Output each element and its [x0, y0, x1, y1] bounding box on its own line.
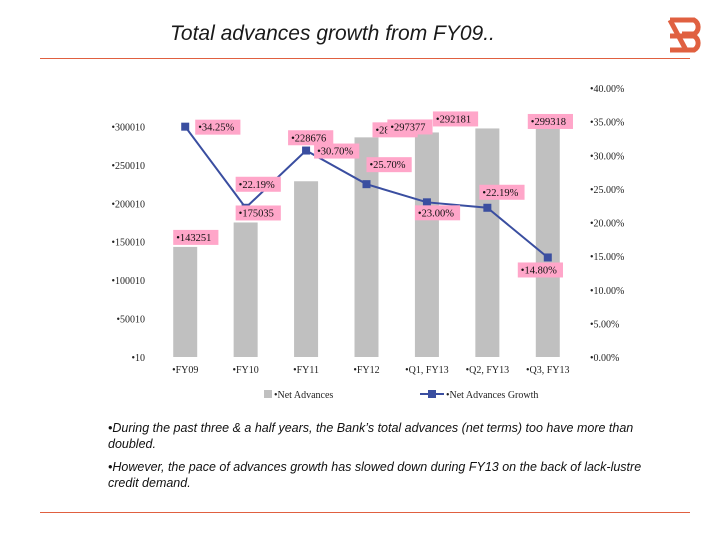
bar-value-label-bg — [387, 119, 433, 135]
bar-value-label: •175035 — [239, 208, 274, 219]
category-label: •FY09 — [172, 365, 198, 376]
growth-value-label-bg — [479, 184, 525, 200]
bar-value-label-bg — [288, 130, 334, 146]
bar — [233, 222, 258, 357]
left-tick-label: •10 — [131, 353, 145, 364]
right-tick-label: •20.00% — [590, 219, 624, 230]
bar-value-label: •143251 — [176, 233, 211, 244]
left-tick-label: •250010 — [111, 161, 145, 172]
left-tick-label: •200010 — [111, 199, 145, 210]
right-tick-label: •0.00% — [590, 353, 619, 364]
category-label: •Q2, FY13 — [466, 365, 510, 376]
right-tick-label: •5.00% — [590, 319, 619, 330]
left-tick-label: •150010 — [111, 238, 145, 249]
footer-rule — [40, 512, 690, 513]
right-tick-label: •15.00% — [590, 252, 624, 263]
left-tick-label: •300010 — [111, 122, 145, 133]
growth-value-label: •25.70% — [370, 160, 406, 171]
bar-value-label-bg — [235, 205, 281, 221]
bar-value-label-bg — [527, 113, 573, 129]
bar — [535, 126, 560, 358]
category-label: •Q3, FY13 — [526, 365, 570, 376]
growth-value-label: •14.80% — [521, 265, 557, 276]
advances-chart: •10 •50010 •100010 •150010 •200010 •250010 •30… — [111, 84, 624, 401]
growth-point — [483, 203, 492, 212]
legend-line-marker — [428, 390, 436, 398]
right-tick-label: •30.00% — [590, 151, 624, 162]
legend-line-label: •Net Advances Growth — [446, 390, 538, 401]
bar — [354, 137, 379, 357]
growth-value-label: •22.19% — [482, 188, 518, 199]
right-tick-label: •25.00% — [590, 185, 624, 196]
slide-title: Total advances growth from FY09.. — [170, 22, 495, 45]
growth-point — [543, 253, 552, 262]
growth-value-label-bg — [314, 143, 360, 159]
bullet-2: •However, the pace of advances growth ha… — [108, 460, 642, 490]
growth-value-label: •22.19% — [239, 180, 275, 191]
right-tick-label: •10.00% — [590, 286, 624, 297]
bank-logo-icon — [667, 17, 701, 53]
right-tick-label: •35.00% — [590, 118, 624, 129]
bullet-list: •During the past three & a half years, t… — [108, 420, 668, 498]
growth-value-label: •30.70% — [317, 147, 353, 158]
bar — [414, 132, 439, 357]
growth-point — [181, 122, 190, 131]
growth-point — [422, 198, 431, 207]
category-label: •FY12 — [353, 365, 379, 376]
growth-value-label-bg — [235, 176, 281, 192]
right-tick-label: •40.00% — [590, 84, 624, 95]
bar — [475, 128, 500, 357]
legend-bars-swatch — [264, 390, 272, 398]
category-label: •Q1, FY13 — [405, 365, 449, 376]
growth-value-label: •34.25% — [198, 123, 234, 134]
growth-value-label: •23.00% — [418, 208, 454, 219]
growth-value-label-bg — [414, 205, 461, 221]
left-tick-label: •100010 — [111, 276, 145, 287]
legend-bars-label: •Net Advances — [274, 390, 333, 401]
bar-value-label: •228676 — [291, 133, 326, 144]
growth-value-label-bg — [517, 262, 563, 278]
bar-value-label-bg — [173, 229, 219, 245]
bar-value-label: •299318 — [531, 117, 566, 128]
left-tick-label: •50010 — [116, 315, 145, 326]
category-label: •FY10 — [232, 365, 258, 376]
bar-value-label: •292181 — [436, 114, 471, 125]
bar — [294, 181, 319, 357]
growth-value-label-bg — [195, 119, 241, 135]
growth-point — [362, 180, 371, 189]
bar-value-label: •297377 — [390, 122, 425, 133]
title-underline — [40, 58, 690, 59]
category-label: •FY11 — [293, 365, 319, 376]
bar — [173, 246, 198, 357]
bar-value-label-bg — [432, 111, 479, 127]
growth-value-label-bg — [366, 157, 412, 173]
growth-point — [302, 146, 311, 155]
bullet-1: •During the past three & a half years, t… — [108, 421, 634, 451]
